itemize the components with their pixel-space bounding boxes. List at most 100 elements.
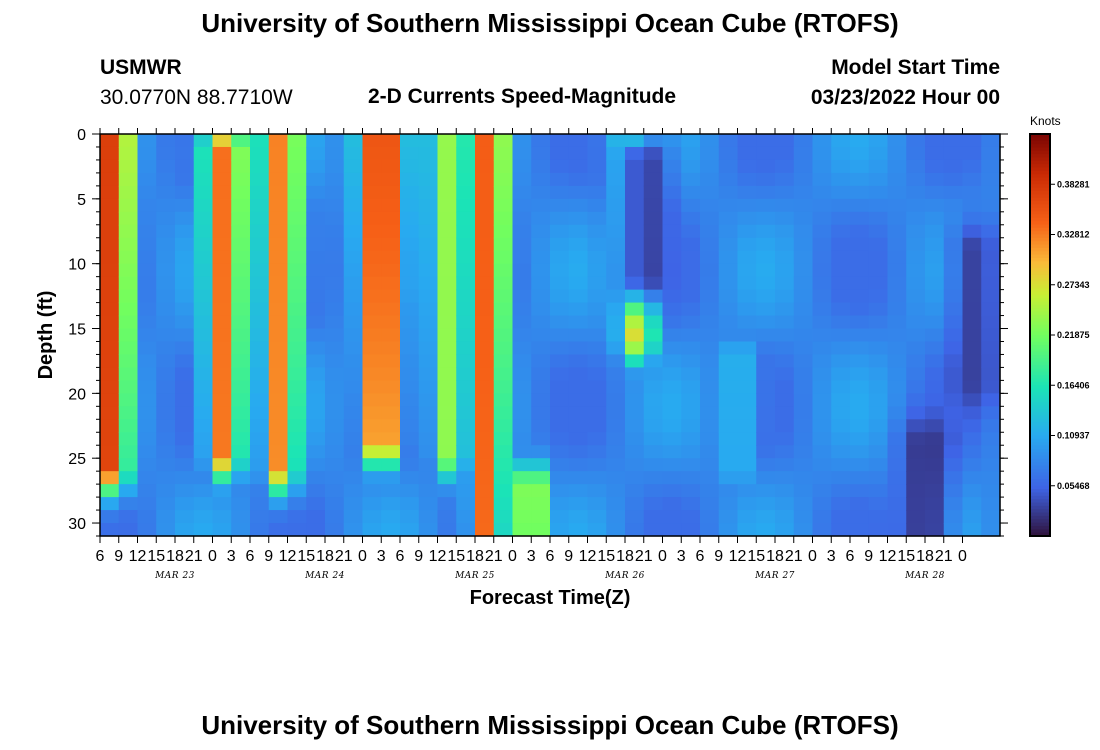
heatmap-cell — [625, 237, 645, 252]
heatmap-cell — [887, 211, 907, 226]
heatmap-cell — [400, 497, 420, 511]
heatmap-cell — [212, 237, 232, 252]
heatmap-cell — [700, 367, 720, 381]
heatmap-cell — [568, 237, 589, 252]
heatmap-cell — [981, 224, 1001, 239]
heatmap-cell — [512, 484, 532, 498]
heatmap-cell — [775, 263, 795, 278]
heatmap-cell — [456, 484, 476, 498]
heatmap-cell — [962, 510, 982, 524]
heatmap-cell — [381, 367, 401, 381]
colorbar-swatch — [1030, 164, 1050, 169]
heatmap-cell — [718, 146, 739, 161]
heatmap-cell — [643, 315, 664, 330]
heatmap-cell — [400, 484, 420, 498]
heatmap-cell — [775, 367, 795, 381]
heatmap-cell — [643, 406, 664, 420]
heatmap-cell — [587, 250, 607, 265]
heatmap-cell — [231, 146, 251, 161]
colorbar-swatch — [1030, 207, 1050, 212]
heatmap-cell — [587, 172, 607, 187]
heatmap-cell — [850, 134, 870, 148]
heatmap-cell — [400, 523, 420, 537]
heatmap-cell — [906, 341, 926, 356]
heatmap-cell — [418, 445, 439, 459]
heatmap-cell — [887, 406, 907, 420]
heatmap-cell — [493, 432, 514, 446]
heatmap-cell — [793, 185, 814, 200]
colorbar-swatch — [1030, 157, 1050, 162]
heatmap-cell — [700, 302, 720, 317]
model-start-label: Model Start Time — [831, 56, 1000, 79]
heatmap-cell — [418, 289, 439, 304]
heatmap-cell — [887, 198, 907, 213]
heatmap-cell — [362, 302, 382, 317]
heatmap-cell — [775, 159, 795, 174]
heatmap-cell — [287, 237, 307, 252]
heatmap-cell — [812, 367, 832, 381]
heatmap-cell — [625, 224, 645, 239]
heatmap-cell — [362, 445, 382, 459]
heatmap-cell — [868, 523, 889, 537]
heatmap-cell — [868, 198, 889, 213]
heatmap-cell — [812, 419, 832, 433]
heatmap-cell — [756, 523, 776, 537]
heatmap-cell — [250, 263, 270, 278]
colorbar-swatch — [1030, 217, 1050, 222]
heatmap-cell — [925, 523, 945, 537]
heatmap-cell — [456, 328, 476, 343]
heatmap-cell — [137, 354, 157, 369]
heatmap-cell — [100, 198, 120, 213]
heatmap-cell — [343, 484, 364, 498]
heatmap-cell — [906, 523, 926, 537]
heatmap-cell — [775, 302, 795, 317]
colorbar-swatch — [1030, 190, 1050, 195]
heatmap-cell — [887, 185, 907, 200]
heatmap-cell — [212, 497, 232, 511]
heatmap-cell — [381, 263, 401, 278]
heatmap-cell — [400, 367, 420, 381]
heatmap-cell — [662, 354, 682, 369]
heatmap-cell — [400, 380, 420, 394]
heatmap-cell — [231, 134, 251, 148]
heatmap-cell — [737, 367, 757, 381]
colorbar-swatch — [1030, 170, 1050, 175]
heatmap-cell — [231, 289, 251, 304]
heatmap-cell — [175, 354, 195, 369]
heatmap-cell — [512, 302, 532, 317]
heatmap-cell — [250, 172, 270, 187]
heatmap-cell — [287, 276, 307, 291]
heatmap-cell — [906, 445, 926, 459]
heatmap-cell — [493, 510, 514, 524]
heatmap-cell — [343, 146, 364, 161]
heatmap-cell — [512, 250, 532, 265]
colorbar-swatch — [1030, 405, 1050, 410]
heatmap-cell — [400, 159, 420, 174]
colorbar-swatch — [1030, 284, 1050, 289]
heatmap-cell — [175, 458, 195, 472]
heatmap-cell — [793, 237, 814, 252]
heatmap-cell — [175, 302, 195, 317]
heatmap-cell — [250, 224, 270, 239]
heatmap-cell — [812, 289, 832, 304]
heatmap-cell — [343, 134, 364, 148]
heatmap-cell — [268, 276, 289, 291]
heatmap-cell — [625, 289, 645, 304]
colorbar-swatch — [1030, 167, 1050, 172]
colorbar-swatch — [1030, 291, 1050, 296]
heatmap-cell — [981, 146, 1001, 161]
heatmap-cell — [475, 237, 495, 252]
heatmap-cell — [925, 198, 945, 213]
heatmap-cell — [156, 302, 176, 317]
heatmap-cell — [493, 263, 514, 278]
x-tick-label: 18 — [766, 548, 784, 565]
heatmap-cell — [887, 315, 907, 330]
heatmap-cell — [625, 315, 645, 330]
heatmap-cell — [118, 484, 139, 498]
heatmap-cell — [962, 276, 982, 291]
heatmap-cell — [456, 302, 476, 317]
heatmap-cell — [756, 497, 776, 511]
heatmap-cell — [812, 224, 832, 239]
heatmap-cell — [962, 471, 982, 485]
heatmap-cell — [906, 237, 926, 252]
